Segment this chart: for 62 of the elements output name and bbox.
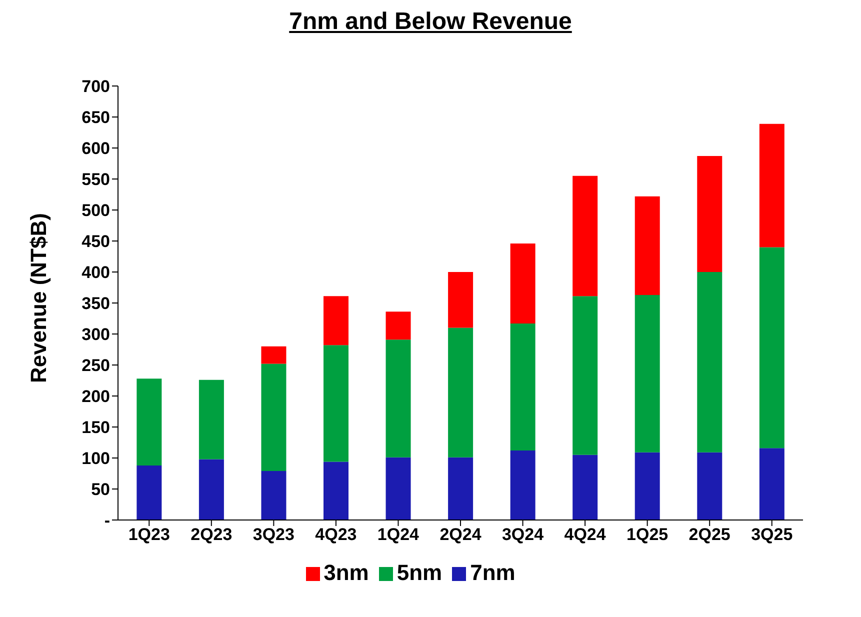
bar	[572, 296, 598, 455]
y-tick-label: 150	[82, 418, 110, 438]
bar	[759, 124, 784, 248]
y-tick-label: 100	[82, 449, 110, 468]
x-tick-label: 3Q23	[252, 525, 294, 544]
legend-label: 7nm	[470, 560, 516, 585]
bar	[448, 272, 474, 328]
bar	[386, 340, 411, 458]
bar	[448, 328, 474, 458]
bar	[386, 312, 411, 340]
bar	[697, 452, 722, 520]
bar	[510, 243, 536, 324]
bar	[572, 454, 598, 520]
bar	[261, 364, 286, 472]
y-tick-label: 500	[82, 201, 110, 220]
bar	[697, 156, 722, 272]
x-tick-label: 2Q24	[440, 525, 482, 544]
bar	[261, 471, 286, 520]
bar	[759, 247, 784, 448]
chart-title: 7nm and Below Revenue	[288, 8, 573, 36]
x-tick-label: 4Q24	[564, 525, 606, 544]
bar	[634, 196, 660, 295]
bar	[324, 462, 348, 520]
bar	[136, 465, 162, 520]
x-tick-label: 2Q23	[190, 525, 232, 544]
y-axis-title: Revenue (NT$B)	[26, 213, 51, 383]
y-tick-label: 300	[82, 325, 110, 344]
y-tick-label: 700	[82, 77, 110, 96]
y-tick-label: 50	[91, 480, 110, 500]
bar	[324, 345, 348, 462]
x-tick-label: 4Q23	[315, 525, 357, 544]
x-tick-label: 3Q24	[502, 525, 544, 544]
y-tick-label: 550	[82, 170, 110, 190]
x-tick-label: 3Q25	[751, 525, 793, 544]
y-tick-label: 450	[82, 232, 110, 252]
bar	[510, 450, 536, 520]
bar	[136, 378, 162, 466]
legend-label: 3nm	[324, 560, 369, 585]
x-tick-label: 2Q25	[688, 525, 730, 544]
y-tick-label: 600	[82, 139, 110, 158]
bar	[386, 457, 411, 520]
bar	[634, 294, 660, 452]
y-tick-label: -	[104, 511, 110, 530]
bar	[759, 448, 784, 520]
x-tick-label: 1Q24	[377, 525, 420, 544]
y-tick-label: 650	[82, 108, 110, 128]
bar	[634, 452, 660, 520]
bar	[198, 380, 224, 460]
y-tick-label: 400	[82, 263, 110, 282]
bar	[510, 323, 536, 451]
bar	[261, 346, 286, 364]
y-tick-label: 350	[82, 294, 110, 314]
x-tick-label: 1Q23	[128, 525, 170, 544]
bar	[697, 272, 722, 452]
legend-label: 5nm	[396, 560, 442, 585]
x-tick-label: 1Q25	[626, 525, 668, 544]
y-tick-label: 200	[82, 387, 110, 406]
y-tick-label: 250	[82, 356, 110, 376]
bar	[572, 176, 598, 296]
bar	[448, 457, 474, 520]
bar	[198, 459, 224, 520]
bar	[324, 296, 348, 346]
